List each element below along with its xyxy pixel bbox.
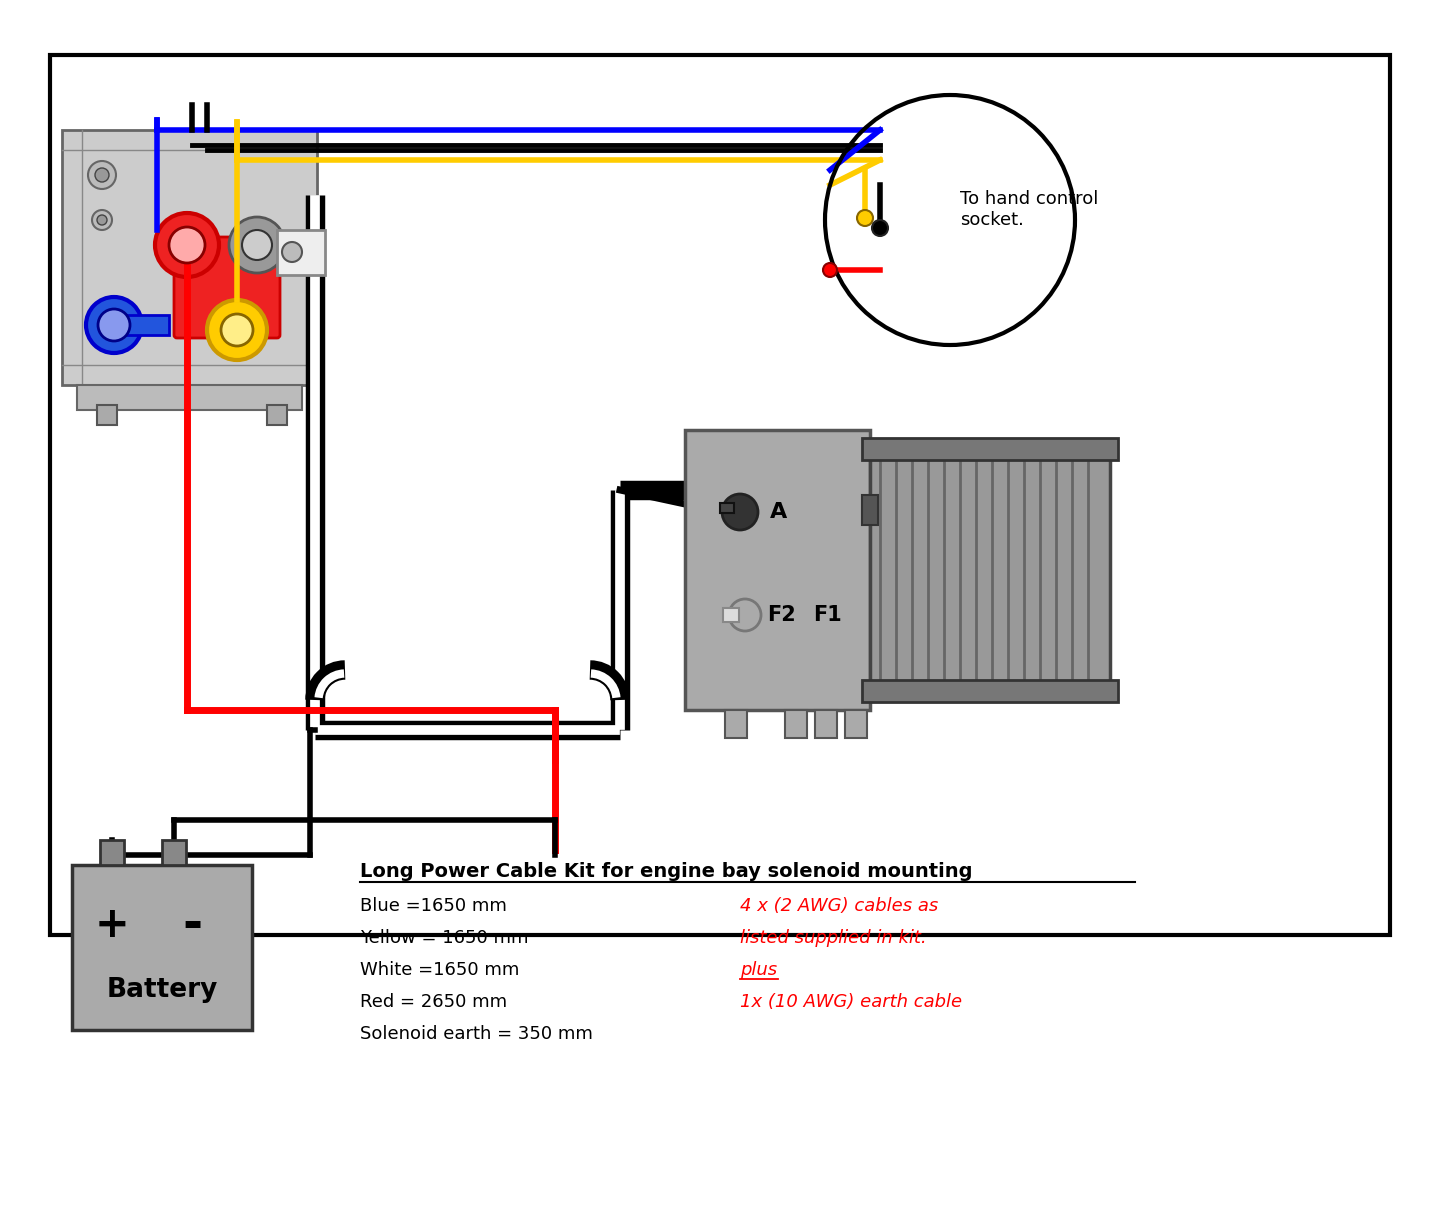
Bar [100, 839, 124, 865]
Bar [720, 503, 734, 512]
Text: White =1650 mm: White =1650 mm [360, 961, 519, 980]
Bar [785, 710, 806, 737]
Text: F2: F2 [767, 605, 796, 626]
Circle shape [207, 300, 267, 360]
Bar [863, 495, 879, 525]
Bar [162, 839, 186, 865]
Circle shape [824, 263, 837, 277]
Text: To hand control
socket.: To hand control socket. [959, 190, 1098, 229]
Circle shape [88, 161, 116, 189]
Bar [51, 55, 1390, 935]
Bar [725, 710, 747, 737]
Bar [114, 315, 169, 336]
Bar [722, 608, 738, 622]
Bar [863, 680, 1118, 702]
Circle shape [728, 599, 762, 630]
Bar [863, 438, 1118, 460]
Text: Battery: Battery [107, 977, 218, 1003]
Text: 4 x (2 AWG) cables as: 4 x (2 AWG) cables as [740, 897, 938, 916]
Circle shape [282, 242, 302, 262]
Circle shape [871, 220, 889, 236]
Circle shape [95, 168, 108, 182]
Circle shape [221, 313, 253, 347]
Text: listed supplied in kit.: listed supplied in kit. [740, 929, 926, 948]
Circle shape [87, 297, 142, 353]
Circle shape [97, 215, 107, 225]
Text: Long Power Cable Kit for engine bay solenoid mounting: Long Power Cable Kit for engine bay sole… [360, 862, 972, 881]
Circle shape [857, 210, 873, 226]
Bar [685, 430, 870, 710]
Bar [267, 406, 288, 425]
Circle shape [722, 494, 759, 530]
Circle shape [228, 218, 285, 273]
Text: A: A [770, 501, 788, 522]
Text: Red = 2650 mm: Red = 2650 mm [360, 993, 507, 1011]
FancyBboxPatch shape [173, 237, 280, 338]
Bar [62, 130, 316, 385]
Bar [77, 385, 302, 410]
Text: Blue =1650 mm: Blue =1650 mm [360, 897, 507, 916]
Circle shape [241, 230, 272, 261]
Bar [97, 406, 117, 425]
Text: F1: F1 [814, 605, 842, 626]
Bar [277, 230, 325, 275]
Text: 1x (10 AWG) earth cable: 1x (10 AWG) earth cable [740, 993, 962, 1011]
Bar [815, 710, 837, 737]
Circle shape [98, 308, 130, 340]
Bar [870, 445, 1110, 696]
Circle shape [169, 227, 205, 263]
Circle shape [92, 210, 113, 230]
Text: Yellow = 1650 mm: Yellow = 1650 mm [360, 929, 529, 948]
Circle shape [155, 213, 220, 277]
Text: +: + [94, 905, 130, 946]
Bar [845, 710, 867, 737]
Text: Solenoid earth = 350 mm: Solenoid earth = 350 mm [360, 1025, 592, 1043]
Text: -: - [182, 901, 202, 949]
Text: plus: plus [740, 961, 777, 980]
Bar [72, 865, 251, 1030]
